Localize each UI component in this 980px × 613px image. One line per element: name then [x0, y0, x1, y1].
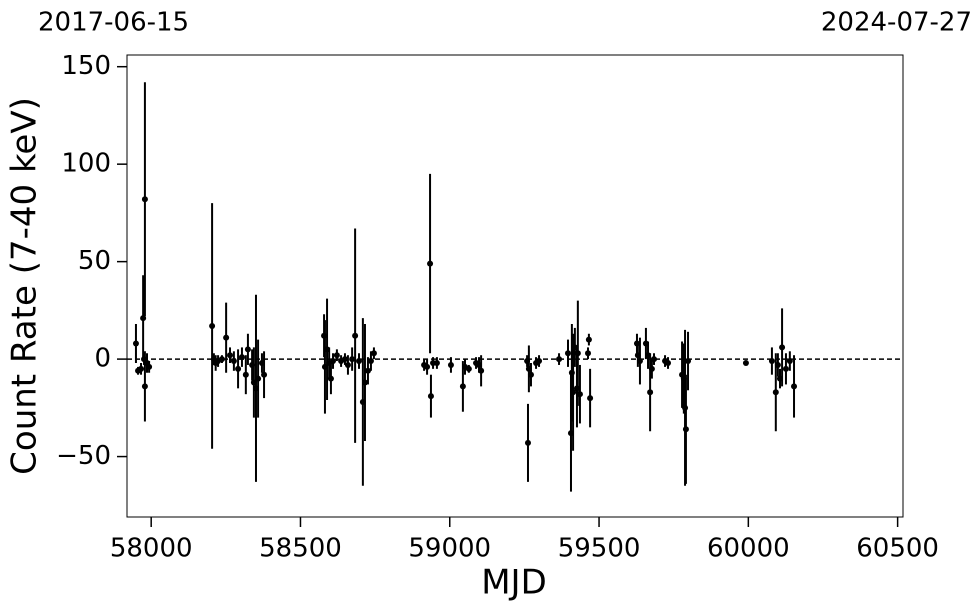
data-point — [427, 393, 434, 400]
data-point — [361, 379, 368, 386]
data-point — [576, 391, 583, 398]
data-point — [146, 363, 153, 370]
y-tick-label: −50 — [56, 441, 111, 471]
data-point — [782, 365, 789, 372]
annotation: 2017-06-15 — [38, 8, 189, 38]
data-point — [570, 389, 577, 396]
data-point — [574, 350, 581, 357]
data-point — [636, 358, 643, 365]
data-point — [330, 358, 337, 365]
x-tick-label: 59000 — [408, 534, 491, 564]
data-point — [665, 360, 672, 366]
data-point — [564, 350, 571, 357]
x-axis-label: MJD — [481, 563, 547, 603]
x-tick-label: 58000 — [110, 534, 193, 564]
y-tick-label: 50 — [78, 246, 111, 276]
data-point — [648, 365, 655, 372]
data-point — [244, 346, 251, 353]
data-point — [242, 371, 249, 378]
data-point — [333, 352, 340, 359]
data-point — [141, 383, 148, 390]
data-point — [524, 439, 531, 446]
data-point — [459, 383, 466, 390]
data-point — [352, 332, 359, 339]
y-tick-label: 150 — [61, 51, 111, 81]
data-point — [424, 363, 431, 370]
data-point — [779, 344, 786, 351]
data-point — [218, 356, 225, 363]
data-point — [556, 356, 563, 363]
data-point — [585, 336, 592, 343]
data-point — [742, 360, 749, 366]
data-point — [571, 344, 578, 351]
data-point — [478, 367, 485, 374]
data-point — [341, 356, 348, 363]
data-point — [238, 354, 245, 361]
x-tick-label: 60000 — [707, 534, 790, 564]
x-tick-label: 59500 — [558, 534, 641, 564]
data-point — [774, 361, 781, 368]
data-point — [772, 389, 779, 396]
data-point — [465, 365, 472, 372]
data-point — [527, 371, 534, 378]
x-tick-label: 58500 — [259, 534, 342, 564]
data-point — [355, 358, 362, 365]
data-point — [791, 383, 798, 390]
data-point — [140, 315, 147, 322]
data-point — [536, 358, 543, 365]
data-point — [786, 358, 793, 365]
data-point — [647, 389, 654, 396]
data-point — [768, 358, 775, 365]
y-axis-label: Count Rate (7-40 keV) — [5, 97, 45, 475]
annotation: 2024-07-27 — [821, 8, 972, 38]
plot-frame — [126, 54, 904, 518]
data-point — [255, 375, 262, 382]
data-point — [235, 365, 242, 372]
data-point — [230, 358, 237, 365]
data-point — [367, 358, 374, 365]
y-tick-label: 0 — [94, 344, 111, 374]
y-tick-label: 100 — [61, 149, 111, 179]
data-point — [587, 395, 594, 402]
data-point — [132, 340, 139, 347]
data-point — [447, 361, 454, 368]
data-point — [682, 426, 689, 433]
data-point — [209, 322, 216, 329]
data-point — [344, 361, 351, 368]
data-point — [261, 371, 268, 378]
data-point — [327, 375, 334, 382]
data-point — [223, 334, 230, 341]
data-point — [585, 350, 592, 357]
data-point — [433, 360, 440, 366]
data-point — [349, 356, 356, 363]
data-point — [227, 352, 234, 359]
data-point — [370, 350, 377, 357]
data-point — [685, 358, 692, 365]
x-tick-label: 60500 — [856, 534, 939, 564]
data-point — [141, 196, 148, 203]
data-point — [427, 260, 434, 267]
data-point — [364, 367, 371, 374]
data-point — [650, 356, 657, 363]
data-point — [138, 365, 145, 372]
